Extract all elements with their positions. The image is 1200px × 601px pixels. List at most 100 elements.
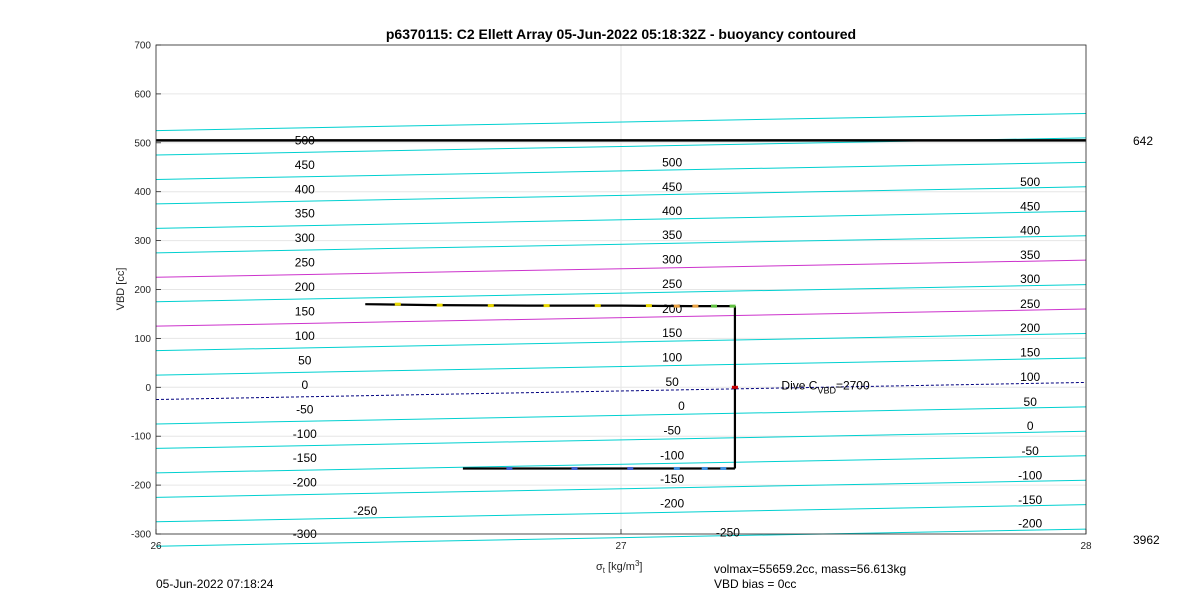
x-tick-label: 27 — [615, 541, 627, 552]
x-axis-label: σt [kg/m3] — [596, 559, 642, 575]
contour-label: 50 — [1024, 395, 1038, 409]
contour-label: 250 — [295, 256, 315, 270]
contour-label: 200 — [1020, 321, 1040, 335]
contour-label: 400 — [662, 204, 682, 218]
contour-line — [155, 112, 1087, 132]
contour-line — [155, 333, 1087, 352]
contour-label: 300 — [295, 231, 315, 245]
chart-title: p6370115: C2 Ellett Array 05-Jun-2022 05… — [386, 26, 856, 42]
contour-label: 400 — [295, 182, 315, 196]
right-bottom-label: 3962 — [1133, 533, 1160, 547]
y-tick-label: 200 — [134, 285, 151, 296]
contour-label: 100 — [295, 329, 315, 343]
contour-label: 450 — [1020, 199, 1040, 213]
y-tick-label: -300 — [131, 530, 151, 541]
contour-line — [155, 357, 1087, 376]
y-tick-label: 600 — [134, 89, 151, 100]
trace-marker — [506, 466, 513, 470]
contour-line — [155, 479, 1087, 498]
trace-marker — [487, 304, 494, 308]
contour-label: -250 — [716, 526, 740, 540]
contour-label: 350 — [295, 207, 315, 221]
trace-markers — [394, 302, 738, 470]
contour-label: -150 — [1018, 493, 1042, 507]
y-tick-label: 500 — [134, 138, 151, 149]
contour-label: 200 — [295, 280, 315, 294]
x-tick-label: 26 — [150, 541, 162, 552]
contour-line — [155, 161, 1087, 180]
footer-date: 05-Jun-2022 07:18:24 — [156, 577, 274, 591]
trace-marker — [436, 303, 443, 307]
contour-label: 350 — [1020, 248, 1040, 262]
trace-marker — [729, 304, 736, 308]
y-tick-label: -200 — [131, 481, 151, 492]
trace-marker — [692, 304, 699, 308]
contour-line — [155, 381, 1087, 401]
contour-label: 450 — [295, 158, 315, 172]
contour-label: -200 — [293, 476, 317, 490]
contour-label: 450 — [662, 180, 682, 194]
right-top-label: 642 — [1133, 134, 1153, 148]
dive-cvbd-annotation: Dive CVBD=2700 — [781, 378, 870, 395]
footer-vbd-bias: VBD bias = 0cc — [714, 577, 796, 591]
y-tick-label: 100 — [134, 334, 151, 345]
contour-label: -150 — [660, 472, 684, 486]
trace-marker — [701, 466, 708, 470]
contour-line — [155, 430, 1087, 449]
contour-label: 300 — [1020, 272, 1040, 286]
trace-marker — [673, 466, 680, 470]
buoyancy-contours — [155, 112, 1087, 547]
contour-label: -100 — [1018, 468, 1042, 482]
trace-marker — [711, 304, 717, 308]
footer-volmax: volmax=55659.2cc, mass=56.613kg — [714, 562, 906, 576]
y-tick-label: 0 — [145, 383, 151, 394]
contour-label: -50 — [1022, 444, 1040, 458]
contour-label: 50 — [298, 353, 312, 367]
contour-label: 100 — [1020, 370, 1040, 384]
contour-label: -150 — [293, 451, 317, 465]
contour-label: 400 — [1020, 223, 1040, 237]
contour-label: 150 — [295, 305, 315, 319]
contour-label: 200 — [662, 302, 682, 316]
contour-line — [155, 235, 1087, 254]
contour-label: 350 — [662, 228, 682, 242]
contour-label: -50 — [296, 402, 314, 416]
trace-marker — [731, 385, 738, 389]
y-axis-label: VBD [cc] — [115, 268, 127, 311]
contour-label: 0 — [678, 399, 685, 413]
trace-marker — [720, 466, 727, 470]
trace-marker — [594, 304, 601, 308]
y-tick-label: 300 — [134, 236, 151, 247]
contour-label: 300 — [662, 253, 682, 267]
trace-marker — [571, 466, 578, 470]
contour-line — [155, 455, 1087, 474]
contour-line — [155, 528, 1087, 547]
contour-label: -50 — [663, 423, 681, 437]
contour-line — [155, 284, 1087, 303]
contour-label: 500 — [662, 155, 682, 169]
contour-label: 0 — [1027, 419, 1034, 433]
trace-marker — [543, 304, 550, 308]
x-tick-label: 28 — [1080, 541, 1092, 552]
trace-marker — [394, 302, 401, 306]
contour-label: 150 — [662, 326, 682, 340]
contour-line — [155, 259, 1087, 278]
contour-label: 50 — [665, 375, 679, 389]
trace-marker — [645, 304, 652, 308]
contour-line — [155, 308, 1087, 327]
trace-marker — [673, 304, 680, 308]
contour-label: 100 — [662, 350, 682, 364]
contour-label: -250 — [353, 504, 377, 518]
contour-line — [155, 186, 1087, 205]
contour-label: -200 — [660, 497, 684, 511]
y-tick-label: -100 — [131, 432, 151, 443]
y-axis-ticks: -300 -200 -100 0 100 200 300 400 500 600 700 — [131, 41, 161, 541]
contour-label: -200 — [1018, 517, 1042, 531]
contour-label: 0 — [301, 378, 308, 392]
contour-line — [155, 504, 1087, 523]
y-tick-label: 400 — [134, 187, 151, 198]
contour-label: 250 — [662, 277, 682, 291]
contour-label: 500 — [1020, 175, 1040, 189]
contour-label: -100 — [660, 448, 684, 462]
